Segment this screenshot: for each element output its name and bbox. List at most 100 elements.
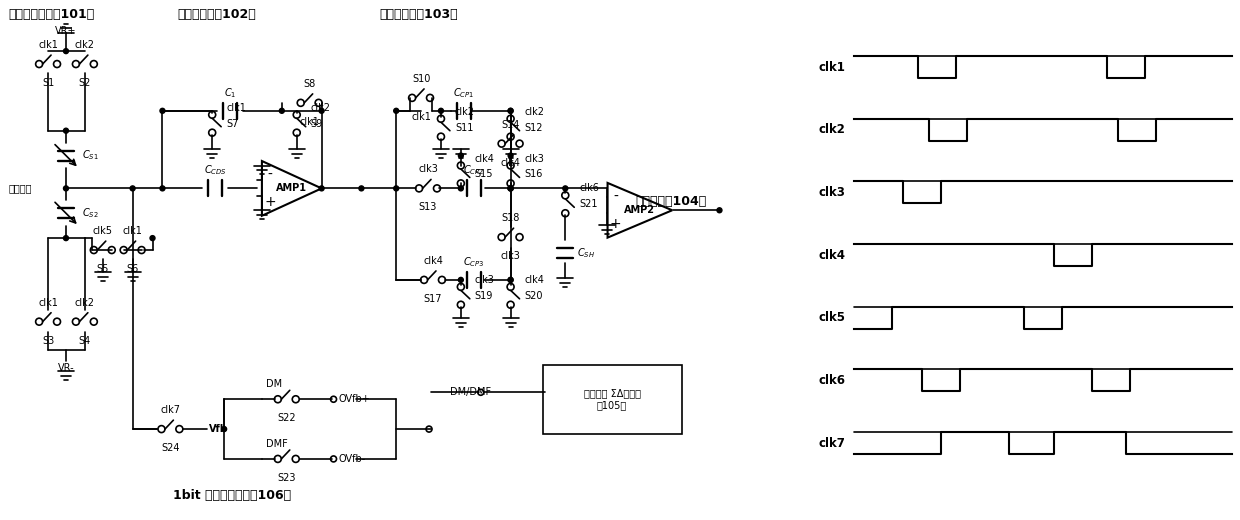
Text: S12: S12 bbox=[525, 123, 543, 133]
Text: clk1: clk1 bbox=[412, 112, 432, 122]
Circle shape bbox=[508, 186, 513, 191]
Text: clk3: clk3 bbox=[818, 186, 846, 199]
Text: -: - bbox=[613, 190, 618, 204]
Text: S24: S24 bbox=[161, 443, 180, 453]
Text: S9: S9 bbox=[311, 119, 322, 129]
Text: -: - bbox=[268, 168, 273, 181]
Circle shape bbox=[508, 153, 513, 158]
Text: S6: S6 bbox=[126, 264, 139, 274]
Circle shape bbox=[358, 186, 363, 191]
Circle shape bbox=[63, 49, 68, 54]
Circle shape bbox=[508, 108, 513, 113]
Circle shape bbox=[222, 426, 227, 432]
Circle shape bbox=[394, 186, 399, 191]
Text: $C_{CP2}$: $C_{CP2}$ bbox=[464, 164, 485, 177]
Text: AMP2: AMP2 bbox=[625, 205, 656, 215]
Text: clk4: clk4 bbox=[818, 249, 846, 262]
Text: VR-: VR- bbox=[58, 363, 74, 373]
Text: clk4: clk4 bbox=[423, 256, 443, 266]
Text: S20: S20 bbox=[525, 291, 543, 301]
Text: $C_{S2}$: $C_{S2}$ bbox=[82, 206, 98, 220]
Text: S1: S1 bbox=[42, 78, 55, 88]
Text: clk3: clk3 bbox=[501, 251, 521, 261]
Text: clk2: clk2 bbox=[455, 107, 475, 117]
Circle shape bbox=[160, 108, 165, 113]
Text: $C_{CP1}$: $C_{CP1}$ bbox=[453, 86, 475, 100]
Text: 三阶电学 ΣΔ调制器
（105）: 三阶电学 ΣΔ调制器 （105） bbox=[584, 388, 641, 410]
Text: S2: S2 bbox=[78, 78, 91, 88]
Text: clk1: clk1 bbox=[38, 298, 58, 308]
Text: S19: S19 bbox=[475, 291, 494, 301]
Circle shape bbox=[459, 153, 464, 158]
Text: S13: S13 bbox=[419, 202, 438, 212]
Text: clk4: clk4 bbox=[501, 158, 521, 167]
Text: S5: S5 bbox=[97, 264, 109, 274]
Text: S7: S7 bbox=[226, 119, 238, 129]
Text: +: + bbox=[610, 217, 621, 231]
Text: $C_{CDS}$: $C_{CDS}$ bbox=[203, 164, 227, 177]
Text: S18: S18 bbox=[501, 213, 520, 223]
Text: OVfb-: OVfb- bbox=[339, 454, 366, 464]
Text: S11: S11 bbox=[455, 123, 474, 133]
Circle shape bbox=[394, 108, 399, 113]
Circle shape bbox=[459, 186, 464, 191]
Text: Vfb: Vfb bbox=[210, 424, 228, 434]
Circle shape bbox=[319, 108, 324, 113]
Text: +: + bbox=[264, 195, 275, 209]
Text: OVfb+: OVfb+ bbox=[339, 394, 371, 404]
Text: clk7: clk7 bbox=[160, 405, 180, 415]
Circle shape bbox=[508, 277, 513, 282]
Text: clk3: clk3 bbox=[418, 164, 438, 174]
Text: S16: S16 bbox=[525, 170, 543, 179]
Text: DM/DMF: DM/DMF bbox=[450, 387, 491, 397]
Text: clk3: clk3 bbox=[475, 275, 495, 285]
Text: S3: S3 bbox=[42, 335, 55, 346]
Circle shape bbox=[63, 236, 68, 241]
Circle shape bbox=[459, 277, 464, 282]
Text: clk1: clk1 bbox=[226, 103, 246, 113]
Text: $C_{CP3}$: $C_{CP3}$ bbox=[463, 255, 485, 269]
Text: clk1: clk1 bbox=[818, 60, 846, 73]
Circle shape bbox=[63, 186, 68, 191]
Text: VR+: VR+ bbox=[56, 26, 77, 36]
Text: clk5: clk5 bbox=[93, 226, 113, 236]
Circle shape bbox=[508, 108, 513, 113]
Text: 激励信号产生（101）: 激励信号产生（101） bbox=[9, 8, 94, 21]
Text: S4: S4 bbox=[79, 335, 91, 346]
Text: S10: S10 bbox=[412, 74, 430, 84]
Text: 敏感单元: 敏感单元 bbox=[9, 184, 32, 193]
Text: DM: DM bbox=[265, 379, 281, 389]
Text: clk7: clk7 bbox=[818, 436, 846, 449]
Text: S21: S21 bbox=[579, 199, 598, 209]
Text: clk2: clk2 bbox=[311, 103, 331, 113]
Circle shape bbox=[63, 128, 68, 133]
Circle shape bbox=[319, 186, 324, 191]
Text: 1bit 静电力反馈器（106）: 1bit 静电力反馈器（106） bbox=[174, 489, 291, 502]
Text: clk4: clk4 bbox=[525, 275, 544, 285]
Circle shape bbox=[150, 236, 155, 241]
Circle shape bbox=[279, 108, 284, 113]
Text: $C_{S1}$: $C_{S1}$ bbox=[82, 149, 99, 162]
Text: clk4: clk4 bbox=[475, 153, 495, 163]
Text: clk1: clk1 bbox=[123, 226, 143, 236]
Text: 电荷积分器（102）: 电荷积分器（102） bbox=[177, 8, 257, 21]
Text: $C_{SH}$: $C_{SH}$ bbox=[578, 246, 595, 260]
Circle shape bbox=[439, 108, 444, 113]
Text: S15: S15 bbox=[475, 170, 494, 179]
Circle shape bbox=[717, 208, 722, 213]
Circle shape bbox=[563, 186, 568, 191]
Circle shape bbox=[508, 186, 513, 191]
Text: DMF: DMF bbox=[265, 439, 288, 449]
Text: S8: S8 bbox=[304, 79, 316, 89]
Text: S23: S23 bbox=[278, 473, 296, 483]
Circle shape bbox=[160, 186, 165, 191]
Circle shape bbox=[508, 277, 513, 282]
Text: S14: S14 bbox=[501, 120, 520, 129]
Text: AMP1: AMP1 bbox=[277, 184, 308, 193]
Text: clk2: clk2 bbox=[74, 298, 95, 308]
Text: S17: S17 bbox=[424, 294, 443, 304]
Text: 采样保持（104）: 采样保持（104） bbox=[635, 196, 706, 209]
Text: clk5: clk5 bbox=[818, 311, 846, 324]
Circle shape bbox=[130, 186, 135, 191]
Text: 前置补偿器（103）: 前置补偿器（103） bbox=[379, 8, 458, 21]
